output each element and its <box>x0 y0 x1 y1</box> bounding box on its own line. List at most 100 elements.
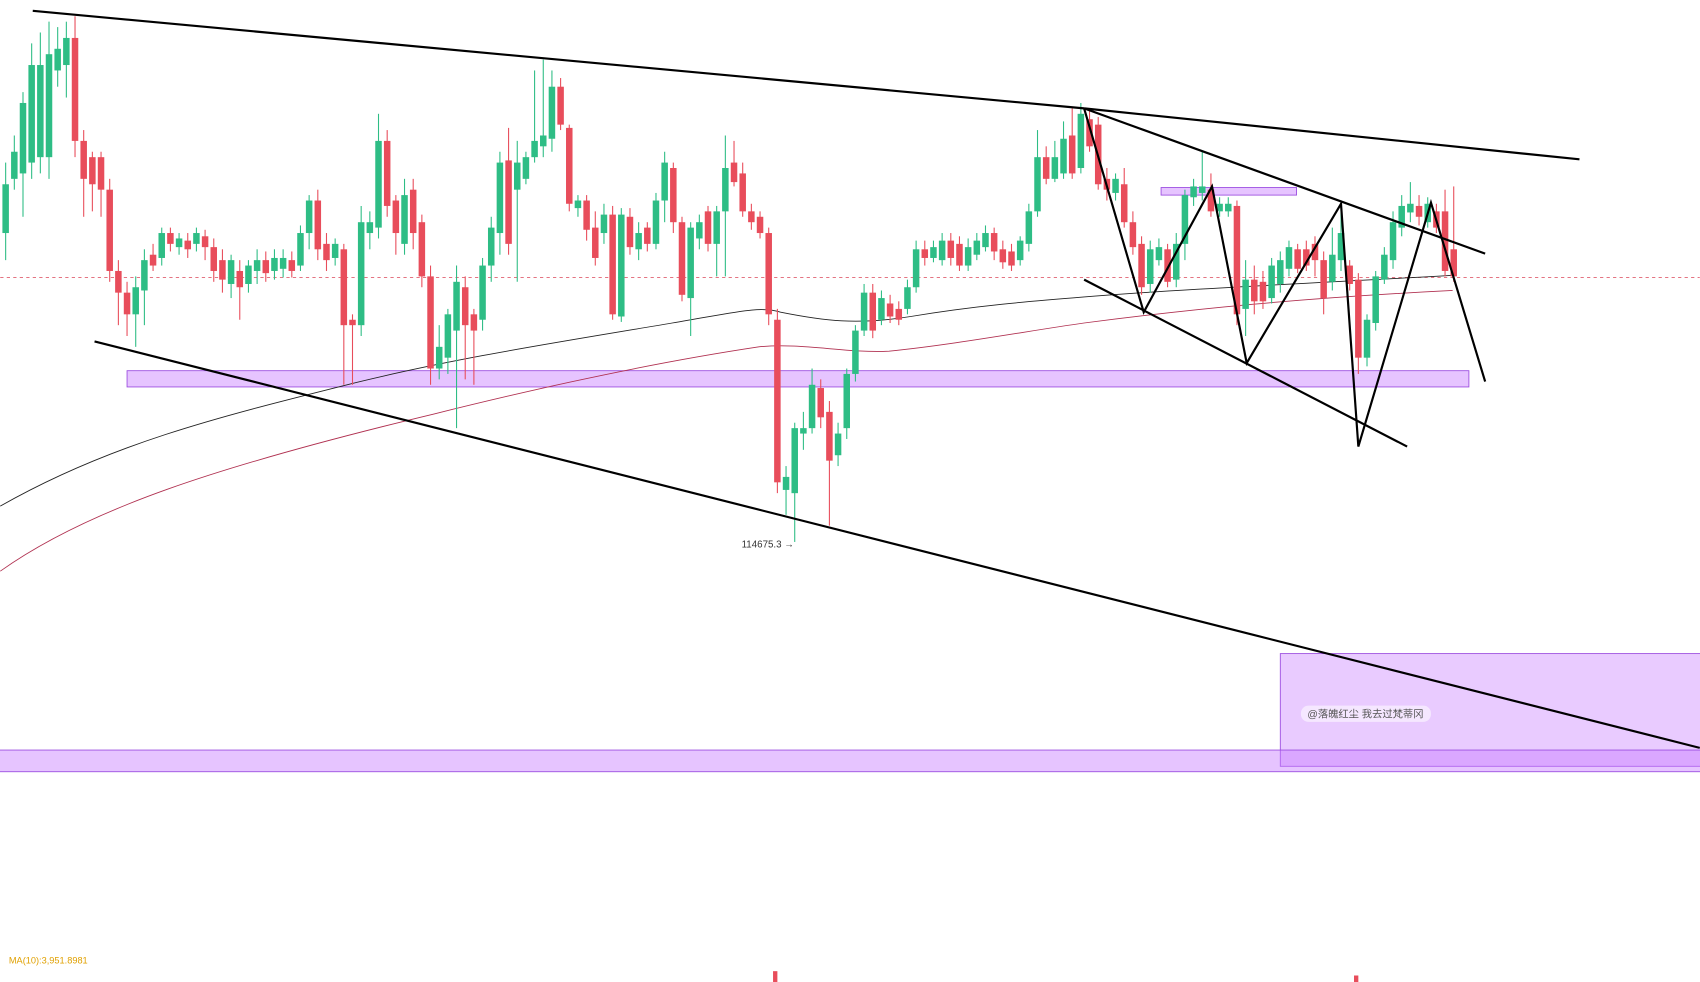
candle-body <box>912 249 920 288</box>
candle-body <box>531 140 538 158</box>
candle-body <box>366 222 374 234</box>
candle-body <box>1242 279 1249 309</box>
candle-body <box>1190 186 1197 198</box>
candle-body <box>904 287 911 309</box>
candle-body <box>592 227 599 258</box>
candle-body <box>236 270 244 288</box>
candle-body <box>479 265 486 320</box>
candle-body <box>618 214 625 317</box>
candle-body <box>305 200 313 234</box>
candle-body <box>1225 203 1232 212</box>
candle-body <box>748 211 755 223</box>
volume-bar <box>1354 975 1359 982</box>
upper-trendline <box>32 9 1085 110</box>
candle-body <box>800 428 807 434</box>
candle-body <box>1042 157 1050 179</box>
candle-body <box>1320 260 1327 299</box>
candle-body <box>115 270 122 293</box>
candle-body <box>409 189 417 234</box>
candle-body <box>860 292 868 331</box>
candle-body <box>557 86 564 125</box>
candle-body <box>1207 189 1215 212</box>
candle-body <box>1077 113 1085 169</box>
candle-body <box>11 151 18 179</box>
candle-body <box>522 157 530 179</box>
candle-body <box>886 303 894 317</box>
candle-body <box>600 214 608 234</box>
candle-body <box>63 37 70 66</box>
candle-body <box>375 140 382 228</box>
candle-body <box>1294 249 1301 269</box>
candle-body <box>973 240 981 255</box>
candle-body <box>626 216 634 248</box>
candle-body <box>132 287 139 315</box>
candle-body <box>687 227 694 299</box>
candle-body <box>28 65 35 163</box>
candle-body <box>791 428 798 494</box>
candle-body <box>470 314 478 331</box>
candle-body <box>54 48 61 71</box>
candle-body <box>1381 254 1388 280</box>
candle-body <box>895 308 903 320</box>
candle-body <box>644 227 651 244</box>
candle-body <box>505 160 512 244</box>
candle-body <box>566 127 573 204</box>
candle-body <box>1068 135 1076 174</box>
candle-body <box>1181 195 1189 244</box>
candle-body <box>756 216 764 234</box>
low-price-label: 114675.3 → <box>742 539 794 550</box>
candle-body <box>2 184 9 234</box>
candle-body <box>1086 119 1093 147</box>
candle-body <box>340 249 348 326</box>
candle-body <box>1303 249 1310 266</box>
candle-body <box>765 233 772 315</box>
candle-body <box>1251 279 1258 302</box>
candle-body <box>1398 205 1405 228</box>
candle-body <box>670 168 677 223</box>
candle-body <box>89 157 96 185</box>
candle-body <box>158 233 165 258</box>
candle-body <box>271 257 278 271</box>
candle-body <box>730 162 738 183</box>
candle-body <box>635 233 642 250</box>
volume-bar <box>773 971 778 982</box>
candle-body <box>1129 222 1137 248</box>
candle-body <box>1329 254 1336 282</box>
candle-body <box>852 330 859 374</box>
candle-body <box>453 281 460 331</box>
candle-body <box>808 384 816 429</box>
candle-body <box>513 162 521 190</box>
candle-body <box>843 373 850 429</box>
candle-body <box>1016 240 1024 261</box>
candle-body <box>1277 260 1284 284</box>
candle-body <box>1285 247 1293 269</box>
candle-body <box>609 214 616 315</box>
candle-body <box>349 319 356 326</box>
candle-body <box>774 319 781 483</box>
candle-body <box>1120 184 1128 223</box>
candle-body <box>1172 243 1180 280</box>
candle-body <box>678 222 686 295</box>
candle-body <box>999 249 1007 263</box>
candle-body <box>1372 276 1379 323</box>
candle-body <box>288 260 296 271</box>
candle-body <box>435 346 443 369</box>
candle-body <box>1259 281 1267 302</box>
candle-body <box>19 102 27 174</box>
candle-body <box>661 162 668 201</box>
candle-body <box>990 233 998 252</box>
candle-body <box>826 411 833 461</box>
candle-body <box>184 240 191 250</box>
candle-body <box>253 260 261 271</box>
candle-body <box>704 211 712 244</box>
candle-body <box>713 211 720 244</box>
resistance-zone <box>1160 187 1297 196</box>
candle-body <box>1268 265 1275 299</box>
candle-body <box>45 54 53 158</box>
candle-body <box>574 200 582 209</box>
watermark-pill <box>1300 705 1431 722</box>
candle-body <box>956 243 963 266</box>
candle-body <box>921 249 929 258</box>
candle-body <box>1051 157 1059 179</box>
